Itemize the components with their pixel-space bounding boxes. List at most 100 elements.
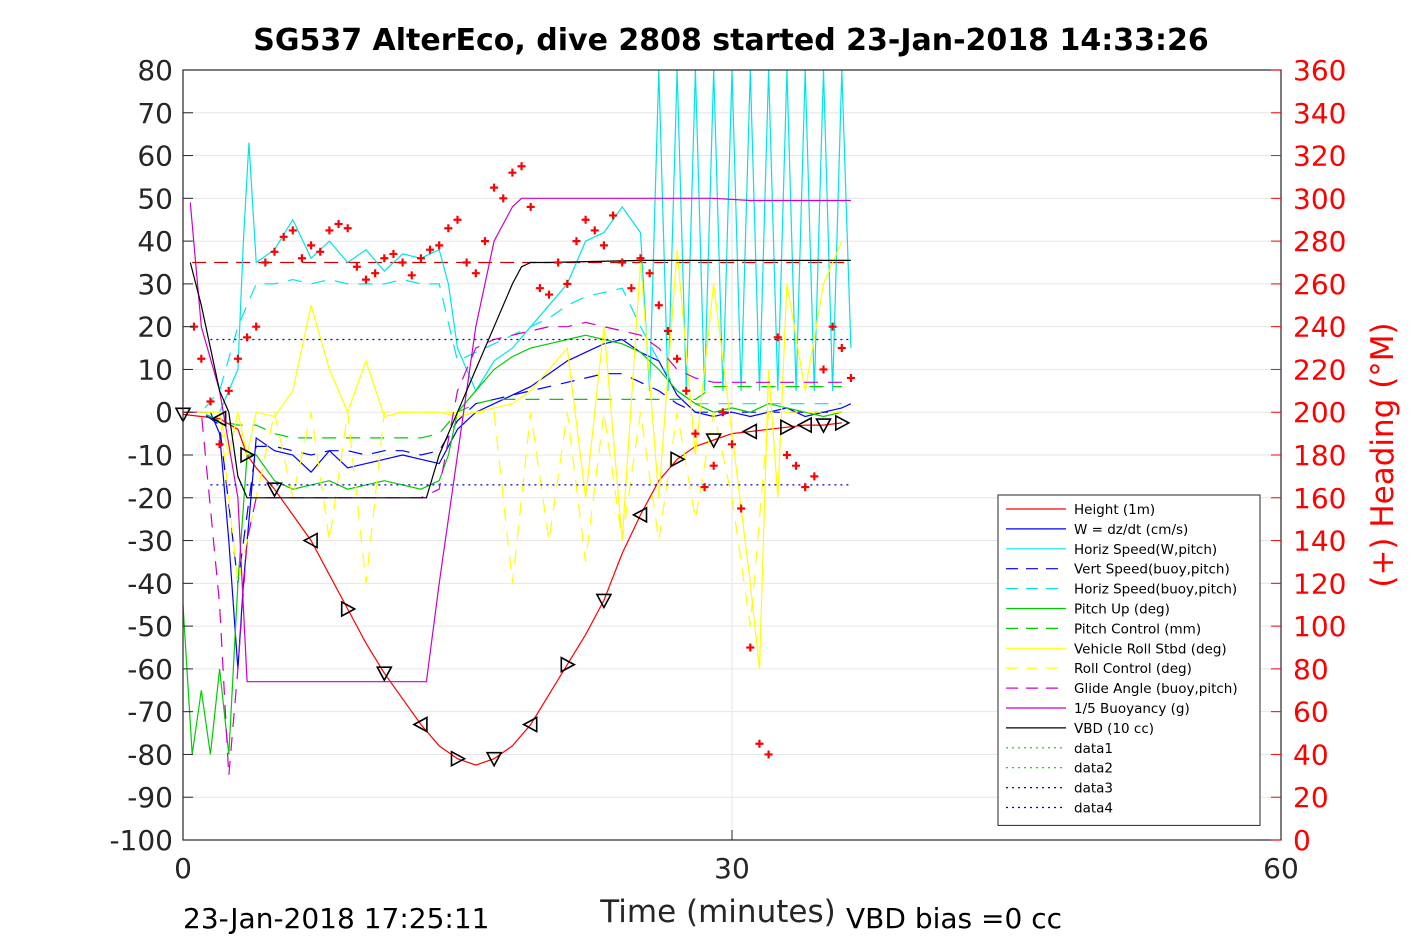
heading-marker <box>572 237 581 246</box>
heading-marker <box>691 429 700 438</box>
left-tick-label: -100 <box>109 824 173 857</box>
trajectory-marker <box>266 482 283 498</box>
heading-marker <box>545 290 553 299</box>
heading-marker <box>480 237 489 246</box>
trajectory-marker <box>485 751 503 768</box>
heading-marker <box>590 226 599 235</box>
heading-marker <box>554 258 563 267</box>
series-line-8 <box>183 411 842 627</box>
right-tick-label: 160 <box>1293 482 1346 515</box>
trajectory-marker <box>302 532 318 549</box>
trajectory-marker <box>595 593 613 610</box>
series-line-0 <box>182 413 842 766</box>
heading-marker <box>389 249 398 258</box>
x-tick-label: 0 <box>174 852 192 885</box>
right-tick-label: 220 <box>1293 353 1346 386</box>
heading-marker <box>663 326 672 335</box>
heading-marker <box>215 440 224 449</box>
legend-label: Pitch Up (deg) <box>1074 602 1170 618</box>
right-tick-label: 340 <box>1293 97 1346 130</box>
left-tick-label: 40 <box>137 225 173 258</box>
left-tick-label: -90 <box>127 781 173 814</box>
heading-marker <box>297 254 306 263</box>
right-tick-label: 280 <box>1293 225 1346 258</box>
heading-marker <box>334 220 343 228</box>
trajectory-marker <box>412 716 428 733</box>
trajectory-marker <box>522 716 538 733</box>
right-tick-label: 260 <box>1293 268 1346 301</box>
heading-marker <box>792 461 801 470</box>
heading-marker <box>307 241 316 250</box>
heading-marker <box>846 374 855 382</box>
heading-marker <box>645 269 654 278</box>
heading-marker <box>773 333 782 342</box>
series-line-5 <box>182 334 842 755</box>
legend-label: Vehicle Roll Stbd (deg) <box>1074 641 1227 657</box>
heading-marker <box>764 750 773 759</box>
left-tick-label: 80 <box>137 54 173 87</box>
heading-marker <box>252 322 261 331</box>
footer-timestamp: 23-Jan-2018 17:25:11 <box>183 902 489 935</box>
right-tick-label: 200 <box>1293 396 1346 429</box>
left-tick-label: -20 <box>127 482 173 515</box>
heading-marker <box>599 241 608 250</box>
heading-marker <box>462 258 471 267</box>
heading-marker <box>343 224 352 233</box>
trajectory-marker <box>375 666 393 682</box>
heading-marker <box>197 354 206 363</box>
heading-marker <box>746 643 755 652</box>
heading-marker <box>700 483 709 492</box>
legend-box <box>997 494 1261 826</box>
heading-marker <box>810 472 819 481</box>
heading-marker <box>380 254 389 263</box>
legend-label: W = dz/dt (cm/s) <box>1074 522 1188 538</box>
heading-marker <box>535 284 544 293</box>
trajectory-marker <box>670 450 686 468</box>
left-tick-label: 0 <box>155 396 173 429</box>
heading-marker <box>709 461 718 470</box>
heading-marker <box>490 183 499 192</box>
heading-marker <box>728 440 736 449</box>
trajectory-marker <box>780 418 796 436</box>
right-y-axis-label: (+) Heading (°M) <box>1365 322 1401 587</box>
heading-marker <box>270 247 279 256</box>
heading-marker <box>444 224 453 233</box>
heading-marker <box>279 232 288 241</box>
series-line-11 <box>189 259 851 499</box>
right-tick-label: 140 <box>1293 525 1346 558</box>
heading-marker <box>243 333 252 342</box>
heading-marker <box>654 301 663 310</box>
left-tick-label: -10 <box>127 439 173 472</box>
heading-marker <box>673 354 682 363</box>
heading-marker <box>471 269 480 278</box>
right-tick-label: 240 <box>1293 311 1346 344</box>
heading-marker <box>581 215 590 224</box>
left-tick-label: 60 <box>137 140 173 173</box>
series-line-3 <box>183 373 842 584</box>
heading-marker <box>627 284 636 293</box>
left-tick-label: -30 <box>127 525 173 558</box>
trajectory-marker <box>631 506 648 524</box>
legend-label: VBD (10 cc) <box>1074 721 1154 737</box>
legend-label: Horiz Speed(W,pitch) <box>1074 542 1217 558</box>
heading-marker <box>755 739 764 748</box>
legend-label: Vert Speed(buoy,pitch) <box>1074 562 1230 578</box>
left-tick-label: -60 <box>127 653 173 686</box>
heading-marker <box>325 226 334 235</box>
right-tick-label: 300 <box>1293 182 1346 215</box>
plot-area <box>174 69 855 776</box>
heading-marker <box>563 279 572 288</box>
heading-marker <box>206 397 215 406</box>
heading-marker <box>398 258 407 267</box>
heading-marker <box>782 451 791 459</box>
heading-marker <box>819 365 828 374</box>
heading-marker <box>682 386 691 395</box>
heading-marker <box>316 247 325 256</box>
legend-label: Roll Control (deg) <box>1074 661 1192 677</box>
heading-marker <box>718 408 727 417</box>
legend-label: Horiz Speed(buoy,pitch) <box>1074 582 1237 598</box>
heading-marker <box>407 271 416 280</box>
legend-label: 1/5 Buoyancy (g) <box>1074 701 1190 717</box>
heading-marker <box>362 275 370 284</box>
